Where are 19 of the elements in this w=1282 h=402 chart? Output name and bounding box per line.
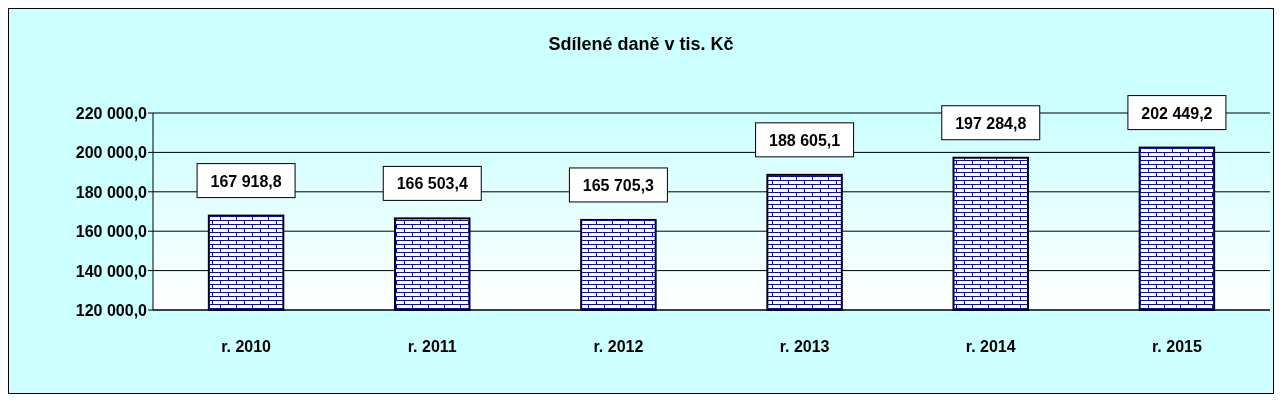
data-label: 197 284,8 [955, 114, 1027, 132]
data-label: 188 605,1 [768, 131, 841, 149]
x-tick-label: r. 2015 [1152, 338, 1202, 355]
data-label: 167 918,8 [210, 172, 282, 190]
y-tick-label: 120 000,0 [75, 302, 148, 319]
y-tick-label: 180 000,0 [75, 183, 148, 201]
y-tick-label: 140 000,0 [75, 262, 148, 280]
x-tick-label: r. 2013 [779, 338, 830, 355]
data-label: 166 503,4 [396, 175, 468, 193]
data-label: 165 705,3 [582, 176, 655, 194]
x-tick-label: r. 2010 [221, 338, 272, 355]
y-tick-label: 200 000,0 [75, 144, 148, 162]
x-tick-label: r. 2014 [965, 338, 1016, 355]
y-tick-label: 160 000,0 [75, 223, 148, 241]
chart-title: Sdílené daně v tis. Kč [548, 34, 734, 54]
y-tick-label: 220 000,0 [75, 105, 148, 122]
x-tick-label: r. 2012 [593, 338, 644, 355]
x-tick-label: r. 2011 [407, 338, 457, 355]
data-label: 202 449,2 [1141, 104, 1213, 122]
